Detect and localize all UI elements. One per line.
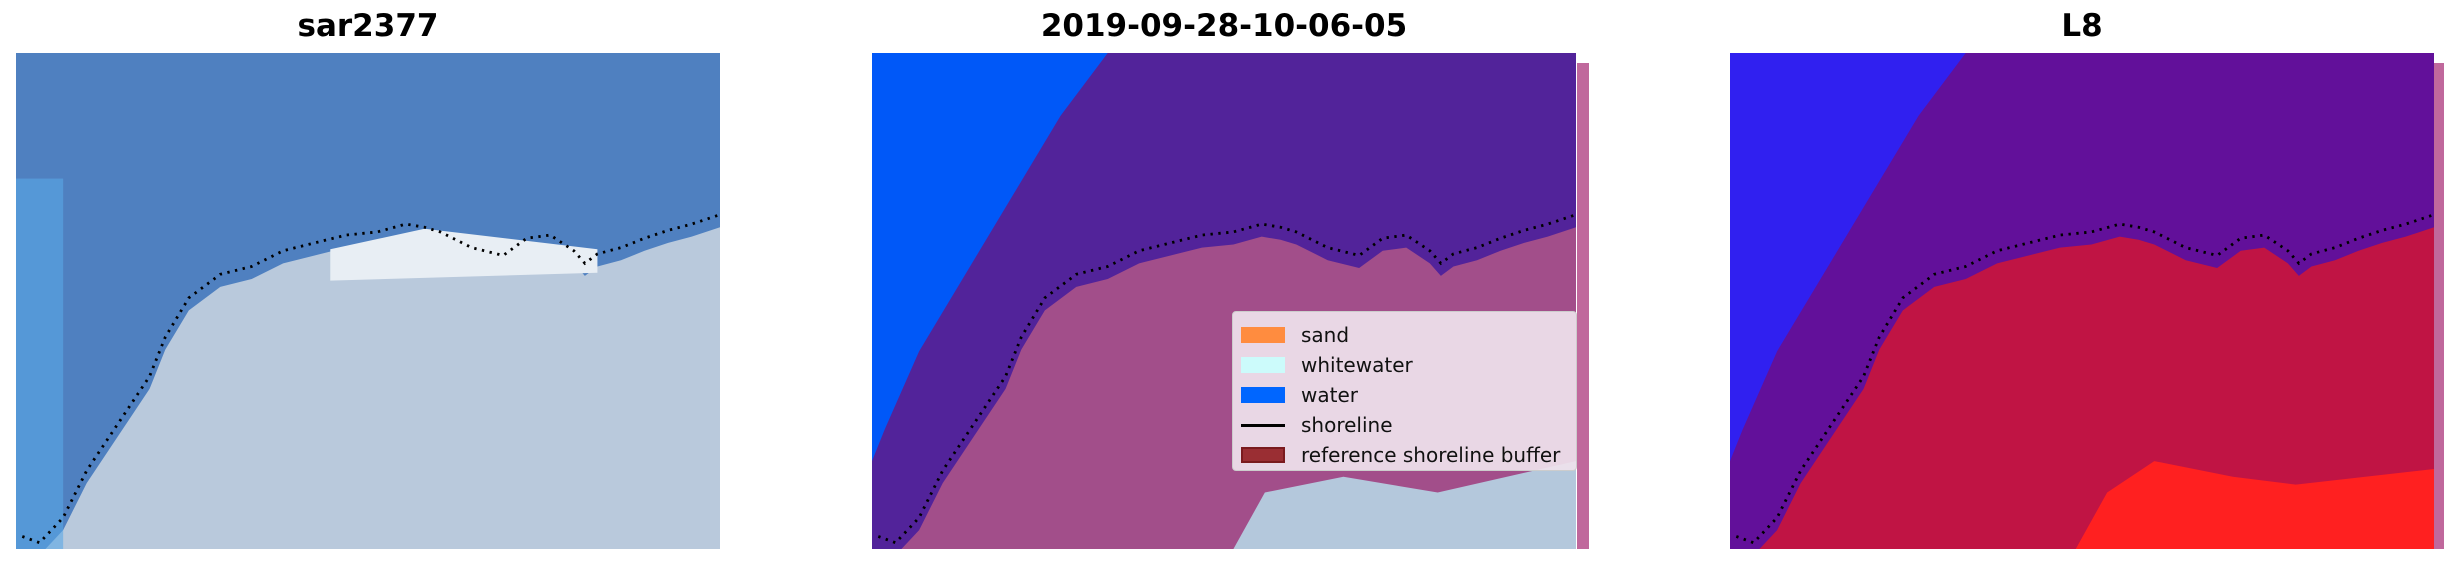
bright-red-region: [2075, 461, 2434, 549]
legend: sand whitewater water shoreline reference sh…: [1232, 311, 1577, 471]
legend-label: sand: [1301, 323, 1350, 347]
legend-swatch: [1241, 387, 1285, 403]
panel-title-classified: 2019-09-28-10-06-05: [1040, 8, 1408, 44]
water-class-region: [872, 53, 1108, 462]
legend-label: shoreline: [1301, 413, 1393, 437]
legend-swatch: [1241, 357, 1285, 373]
water-blue-region: [1730, 53, 1966, 462]
legend-swatch: [1241, 327, 1285, 343]
legend-item: shoreline: [1241, 410, 1576, 440]
panel-title-rgb: sar2377: [297, 8, 439, 44]
legend-label: whitewater: [1301, 353, 1413, 377]
rgb-image: [16, 53, 720, 549]
legend-item: sand: [1241, 320, 1576, 350]
unclassified-land: [1233, 461, 1576, 549]
legend-line: [1241, 423, 1285, 427]
legend-item: water: [1241, 380, 1576, 410]
panel-title-l8: L8: [2061, 8, 2103, 44]
buffer-strip-l8: [2434, 63, 2444, 549]
whitewater-patch: [330, 228, 598, 281]
land-region: [1730, 227, 2434, 549]
legend-item: whitewater: [1241, 350, 1576, 380]
shallow-water: [16, 178, 64, 549]
legend-item: reference shoreline buffer: [1241, 440, 1576, 470]
land-region: [16, 227, 720, 549]
l8-image: [1730, 53, 2434, 549]
legend-label: water: [1301, 383, 1358, 407]
buffer-strip: [1577, 63, 1589, 549]
legend-swatch: [1241, 447, 1285, 463]
legend-label: reference shoreline buffer: [1301, 443, 1561, 467]
classified-image: [872, 53, 1576, 549]
